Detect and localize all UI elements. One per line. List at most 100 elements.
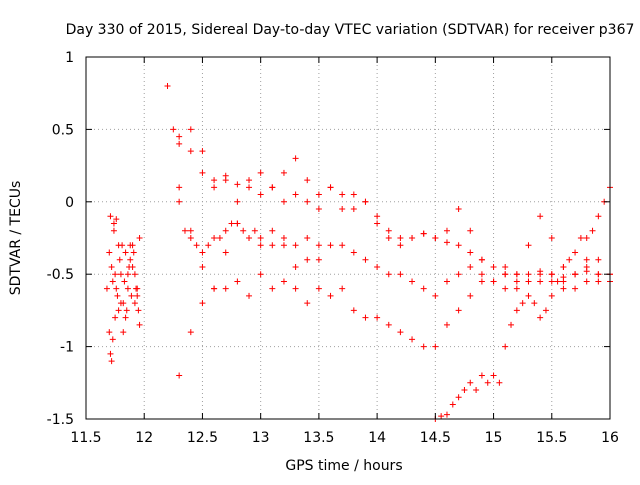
- data-point: [124, 271, 131, 278]
- data-point: [131, 300, 138, 307]
- data-point: [292, 285, 299, 292]
- data-point: [176, 372, 183, 379]
- data-point: [572, 285, 579, 292]
- data-point: [443, 411, 450, 418]
- data-point: [222, 177, 229, 184]
- data-point: [292, 242, 299, 249]
- data-point: [257, 271, 264, 278]
- data-point: [199, 148, 206, 155]
- data-point: [467, 379, 474, 386]
- data-point: [595, 213, 602, 220]
- x-tick-labels: 11.5 12 12.5 13 13.5 14 14.5 15 15.5 16: [70, 430, 619, 446]
- data-point: [339, 242, 346, 249]
- data-point: [350, 191, 357, 198]
- data-point: [135, 307, 142, 314]
- data-point: [385, 235, 392, 241]
- chart-title: Day 330 of 2015, Sidereal Day-to-day VTE…: [66, 22, 635, 38]
- data-point: [467, 263, 474, 270]
- data-point: [397, 329, 404, 336]
- data-point: [548, 235, 555, 241]
- data-point: [443, 321, 450, 328]
- axis-ticks: [85, 56, 611, 420]
- data-point: [170, 126, 177, 133]
- data-point: [554, 278, 561, 285]
- data-point: [583, 256, 590, 263]
- data-point: [473, 387, 480, 394]
- data-point: [292, 263, 299, 270]
- y-tick-label: -0.5: [47, 267, 74, 283]
- data-point: [548, 292, 555, 299]
- data-point: [124, 285, 131, 292]
- data-point: [455, 206, 462, 213]
- data-point: [199, 300, 206, 307]
- data-point: [222, 227, 229, 234]
- data-point: [128, 292, 135, 299]
- data-point: [304, 300, 311, 307]
- data-point: [304, 256, 311, 263]
- x-tick-label: 15: [485, 430, 503, 446]
- data-point: [467, 249, 474, 256]
- data-point: [133, 285, 140, 292]
- data-point: [560, 263, 567, 270]
- y-tick-label: 0: [65, 195, 74, 211]
- data-point: [420, 343, 427, 350]
- data-point: [572, 249, 579, 256]
- data-point: [443, 278, 450, 285]
- data-point: [251, 227, 258, 234]
- data-point: [566, 256, 573, 263]
- data-point: [181, 227, 188, 234]
- data-point: [385, 321, 392, 328]
- data-point: [211, 177, 218, 184]
- x-tick-label: 13: [252, 430, 270, 446]
- y-tick-label: -1.5: [47, 412, 74, 428]
- data-point: [560, 278, 567, 285]
- data-point: [228, 220, 235, 227]
- data-point: [420, 285, 427, 292]
- data-point: [269, 242, 276, 249]
- data-point: [119, 242, 126, 249]
- data-point: [134, 292, 141, 299]
- series-track-f: [432, 184, 613, 422]
- data-point: [304, 235, 311, 241]
- data-point: [432, 292, 439, 299]
- y-tick-label: -1: [60, 340, 74, 356]
- y-tick-labels: -1.5 -1 -0.5 0 0.5 1: [47, 50, 74, 428]
- data-point: [123, 307, 130, 314]
- data-point: [121, 278, 128, 285]
- data-point: [211, 285, 218, 292]
- data-point: [199, 169, 206, 176]
- data-point: [122, 314, 129, 321]
- data-point: [572, 271, 579, 278]
- data-point: [374, 220, 381, 227]
- data-point: [116, 256, 123, 263]
- y-axis-label: SDTVAR / TECUs: [8, 181, 24, 296]
- data-point: [362, 198, 369, 205]
- data-point: [583, 263, 590, 270]
- data-point: [199, 249, 206, 256]
- data-point: [103, 285, 110, 292]
- data-point: [234, 181, 241, 188]
- data-point: [385, 227, 392, 234]
- data-point: [362, 256, 369, 263]
- data-point: [577, 235, 584, 241]
- data-point: [502, 285, 509, 292]
- data-point: [315, 256, 322, 263]
- data-point: [595, 256, 602, 263]
- data-point: [234, 220, 241, 227]
- data-point: [548, 278, 555, 285]
- data-point: [409, 278, 416, 285]
- data-point: [127, 256, 134, 263]
- data-point: [513, 307, 520, 314]
- data-point: [292, 191, 299, 198]
- data-point: [304, 198, 311, 205]
- data-point: [513, 285, 520, 292]
- data-point: [455, 242, 462, 249]
- data-point: [531, 300, 538, 307]
- data-point: [126, 263, 133, 270]
- data-point: [112, 271, 119, 278]
- series-scatter-11h: [103, 213, 143, 365]
- data-point: [339, 285, 346, 292]
- data-point: [525, 292, 532, 299]
- data-point: [537, 213, 544, 220]
- data-point: [548, 271, 555, 278]
